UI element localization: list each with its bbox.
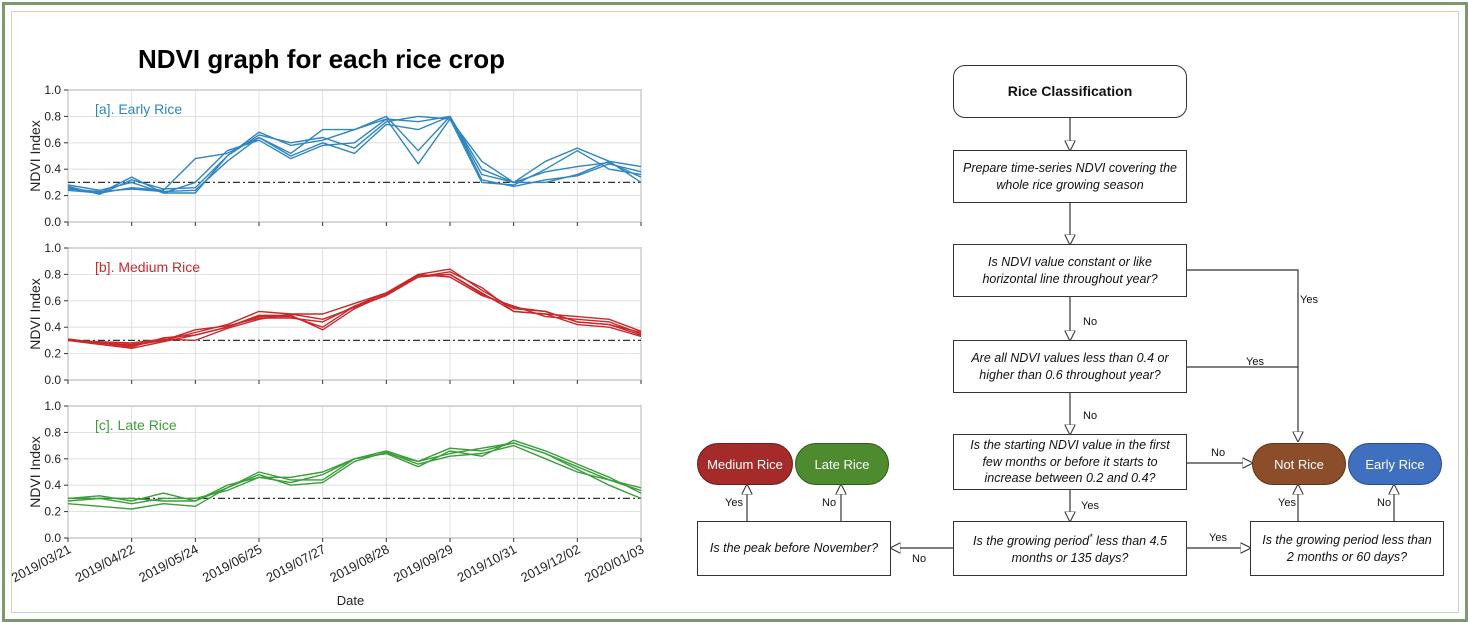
- chart-2-series-3: [68, 442, 642, 502]
- chart-0-ytick-label: 0.8: [44, 109, 61, 123]
- flow-short-period-question: Is the growing period less than 2 months…: [1250, 521, 1444, 576]
- chart-main-title: NDVI graph for each rice crop: [138, 44, 505, 74]
- chart-0-ytick-label: 1.0: [44, 83, 61, 97]
- result-not-rice: Not Rice: [1252, 443, 1346, 485]
- chart-1-ylabel: NDVI Index: [27, 278, 43, 350]
- label-no-short: No: [1377, 497, 1392, 509]
- chart-2-series-2: [67, 444, 642, 510]
- label-yes-peak: Yes: [725, 497, 743, 509]
- chart-0-series-1: [67, 115, 642, 194]
- flow-range-question: Are all NDVI values less than 0.4 or hig…: [953, 340, 1187, 393]
- label-no-start: No: [1211, 447, 1226, 459]
- chart-1-panel-label: [b]. Medium Rice: [95, 259, 200, 275]
- chart-1-ytick-label: 0.4: [44, 320, 61, 334]
- chart-0-series-3: [67, 115, 642, 196]
- chart-1-series-3: [67, 271, 642, 346]
- chart-1-series-2: [67, 273, 642, 344]
- result-early-rice: Early Rice: [1348, 443, 1442, 485]
- label-yes-range: Yes: [1246, 356, 1264, 368]
- figure-inner-border: [11, 11, 1459, 613]
- chart-1-ytick-label: 0.0: [44, 373, 61, 387]
- chart-2-ytick-label: 0.8: [44, 425, 61, 439]
- chart-0-series-4: [67, 115, 642, 193]
- chart-0-ytick-label: 0.4: [44, 162, 61, 176]
- chart-2-ytick-label: 0.4: [44, 478, 61, 492]
- chart-2-ylabel: NDVI Index: [27, 436, 43, 508]
- chart-0-ytick-label: 0.2: [44, 189, 61, 203]
- label-no-peak: No: [822, 497, 837, 509]
- flow-prepare-box: Prepare time-series NDVI covering the wh…: [953, 150, 1187, 203]
- result-medium-rice: Medium Rice: [697, 443, 793, 485]
- chart-0-ylabel: NDVI Index: [27, 120, 43, 192]
- chart-0-panel-label: [a]. Early Rice: [95, 101, 182, 117]
- flow-start-box: Rice Classification: [953, 65, 1187, 118]
- chart-0-ytick-label: 0.6: [44, 136, 61, 150]
- chart-1-series-4: [67, 273, 642, 348]
- chart-0-ytick-label: 0.0: [44, 215, 61, 229]
- label-no-range: No: [1083, 410, 1098, 422]
- flow-start-value-question: Is the starting NDVI value in the first …: [953, 434, 1187, 490]
- label-yes-constant: Yes: [1300, 294, 1318, 306]
- label-yes-short: Yes: [1278, 497, 1296, 509]
- chart-0-series-2: [67, 118, 642, 194]
- arrow-constant-yes-to-not-rice: [1187, 269, 1298, 441]
- chart-1-ytick-label: 0.6: [44, 294, 61, 308]
- chart-1-ytick-label: 0.8: [44, 267, 61, 281]
- chart-1-ytick-label: 1.0: [44, 241, 61, 255]
- label-yes-start: Yes: [1081, 500, 1099, 512]
- chart-2-ytick-label: 0.2: [44, 505, 61, 519]
- label-yes-growing: Yes: [1209, 532, 1227, 544]
- flow-peak-question: Is the peak before November?: [697, 521, 891, 576]
- label-no-constant: No: [1083, 316, 1098, 328]
- chart-1-ytick-label: 0.2: [44, 347, 61, 361]
- chart-2-panel-label: [c]. Late Rice: [95, 417, 177, 433]
- label-no-growing: No: [912, 553, 927, 565]
- chart-xlabel: Date: [337, 593, 364, 608]
- flow-growing-period-question: Is the growing period* less than 4.5 mon…: [953, 521, 1187, 576]
- chart-2-ytick-label: 1.0: [44, 399, 61, 413]
- chart-2-ytick-label: 0.0: [44, 531, 61, 545]
- result-late-rice: Late Rice: [795, 443, 889, 485]
- flow-constant-question: Is NDVI value constant or like horizonta…: [953, 244, 1187, 297]
- chart-2-ytick-label: 0.6: [44, 452, 61, 466]
